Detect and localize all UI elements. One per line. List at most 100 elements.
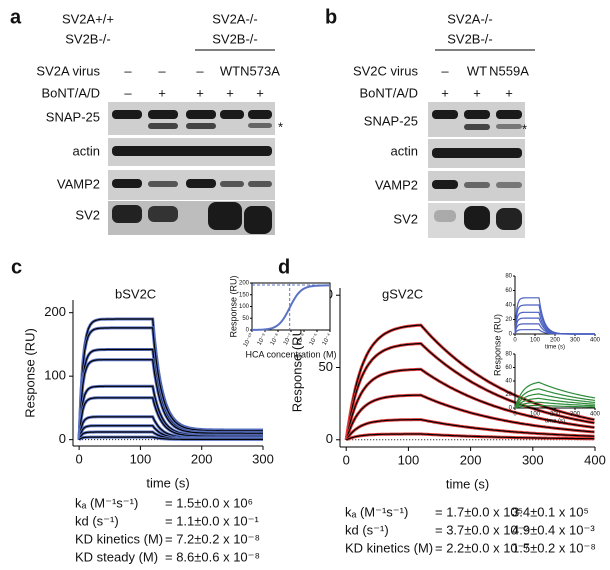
lane-value: + <box>196 85 204 100</box>
lane-value: WT <box>467 63 487 78</box>
lane-value: + <box>441 85 449 100</box>
genotype-header: SV2B-/- <box>212 31 258 46</box>
genotype-header: SV2B-/- <box>65 31 111 46</box>
lane-value: – <box>124 85 132 100</box>
y-tick-label: 0 <box>326 431 333 446</box>
inset-y-tick-label: 0 <box>246 328 250 334</box>
inset-x-tick-label: 0 <box>513 412 517 418</box>
inset-y-tick-label: 40 <box>505 379 512 385</box>
inset-x-tick-label: 10⁻⁸ <box>269 332 281 347</box>
x-tick-label: 0 <box>343 452 350 467</box>
lane-value: + <box>158 85 166 100</box>
inset-sensorgram <box>514 388 596 409</box>
inset-sensorgram <box>514 381 596 409</box>
blot-label: VAMP2 <box>57 176 100 191</box>
inset-sensorgram <box>514 397 595 409</box>
kinetic-param: KD kinetics (M) <box>75 531 163 546</box>
y-axis-label: Response (RU) <box>289 323 304 413</box>
kinetic-param: KD kinetics (M) <box>345 540 433 555</box>
x-tick-label: 100 <box>398 452 420 467</box>
blot-label: SNAP-25 <box>46 109 100 124</box>
inset-y-tick-label: 80 <box>505 274 512 280</box>
x-tick-label: 200 <box>460 452 482 467</box>
fit-curve <box>345 394 595 440</box>
asterisk: * <box>522 121 527 136</box>
x-tick-label: 200 <box>191 451 213 466</box>
panel-label: d <box>278 256 290 278</box>
y-tick-label: 0 <box>59 431 66 446</box>
x-tick-label: 300 <box>252 451 274 466</box>
kinetic-value: = 3.7±0.0 x 10⁻² <box>435 522 530 537</box>
kinetic-param: kd (s⁻¹) <box>345 522 389 537</box>
inset-y-tick-label: 50 <box>242 316 249 322</box>
fit-curve <box>78 436 263 441</box>
inset-x-tick-label: 300 <box>570 412 581 418</box>
kinetic-value: = 7.2±0.2 x 10⁻⁸ <box>165 531 260 546</box>
inset-y-tick-label: 100 <box>239 304 250 310</box>
lane-value: + <box>256 85 264 100</box>
y-axis-label: Response (RU) <box>22 328 37 418</box>
inset-y-tick-label: 150 <box>239 292 250 298</box>
inset-x-tick-label: 10⁻⁴ <box>321 332 333 347</box>
lane-value: – <box>441 63 449 78</box>
fit-curve <box>345 419 595 441</box>
x-axis-label: time (s) <box>146 475 189 490</box>
inset-x-tick-label: 10⁻⁵ <box>308 332 320 347</box>
inset-sensorgram <box>514 401 595 409</box>
lane-value: – <box>158 63 166 78</box>
inset-sensorgram <box>514 404 595 409</box>
blots-a <box>108 102 275 235</box>
inset-y-tick-label: 60 <box>505 288 512 294</box>
fit-curve <box>345 324 595 440</box>
blot-label: SNAP-25 <box>364 113 418 128</box>
inset-fit <box>252 284 330 331</box>
sensorgram <box>344 342 595 441</box>
inset-x-label: HCA concentration (M) <box>245 349 336 359</box>
kinetic-value: = 2.2±0.0 x 10⁻⁷ <box>435 540 530 555</box>
kinetic-value: = 1.7±0.0 x 10⁵ <box>435 504 523 519</box>
genotype-header: SV2A-/- <box>212 11 258 26</box>
genotype-header: SV2A-/- <box>447 11 493 26</box>
inset-sensorgram <box>514 329 595 335</box>
blots-b <box>428 102 525 238</box>
kinetic-value: = 8.6±0.6 x 10⁻⁸ <box>165 549 260 564</box>
kinetic-value: = 1.1±0.0 x 10⁻¹ <box>165 513 260 528</box>
inset-y-tick-label: 80 <box>505 352 512 358</box>
lane-value: WT <box>220 63 240 78</box>
y-tick-label: 50 <box>319 359 333 374</box>
inset-y-tick-label: 20 <box>505 317 512 323</box>
panel-label: c <box>11 256 22 278</box>
inset-y-tick-label: 0 <box>509 406 513 412</box>
x-tick-label: 100 <box>130 451 152 466</box>
inset-y-label: Response (RU) <box>492 314 502 376</box>
row-label: SV2C virus <box>353 63 419 78</box>
blot-label: SV2 <box>75 207 100 222</box>
inset-x-tick-label: 100 <box>530 338 541 344</box>
lane-value: + <box>473 85 481 100</box>
lane-value: N573A <box>240 63 280 78</box>
row-label: SV2A virus <box>36 63 100 78</box>
x-axis-label: time (s) <box>446 476 489 491</box>
kinetic-value: 3.4±0.1 x 10⁵ <box>512 504 589 519</box>
inset-sensorgram <box>514 393 596 409</box>
x-tick-label: 0 <box>76 451 83 466</box>
inset-x-tick-label: 10⁻⁹ <box>256 332 268 347</box>
kinetic-value: = 1.5±0.0 x 10⁶ <box>165 495 253 510</box>
panel-label: b <box>325 6 337 28</box>
kinetic-value: 1.5±0.2 x 10⁻⁸ <box>512 540 596 555</box>
inset-y-tick-label: 40 <box>505 303 512 309</box>
inset-x-label: time (s) <box>545 345 565 351</box>
inset-x-tick-label: 200 <box>550 412 561 418</box>
y-tick-label: 100 <box>44 368 66 383</box>
inset-x-tick-label: 100 <box>530 412 541 418</box>
fit-curve <box>345 343 595 440</box>
blot-label: SV2 <box>393 211 418 226</box>
lane-value: + <box>226 85 234 100</box>
inset-y-label: Response (RU) <box>228 275 238 337</box>
blot-label: VAMP2 <box>375 177 418 192</box>
inset-x-tick-label: 300 <box>570 338 581 344</box>
genotype-header: SV2A+/+ <box>62 11 114 26</box>
inset-x-tick-label: 10⁻¹⁰ <box>242 332 255 348</box>
kinetic-param: kₐ (M⁻¹s⁻¹) <box>75 495 138 510</box>
